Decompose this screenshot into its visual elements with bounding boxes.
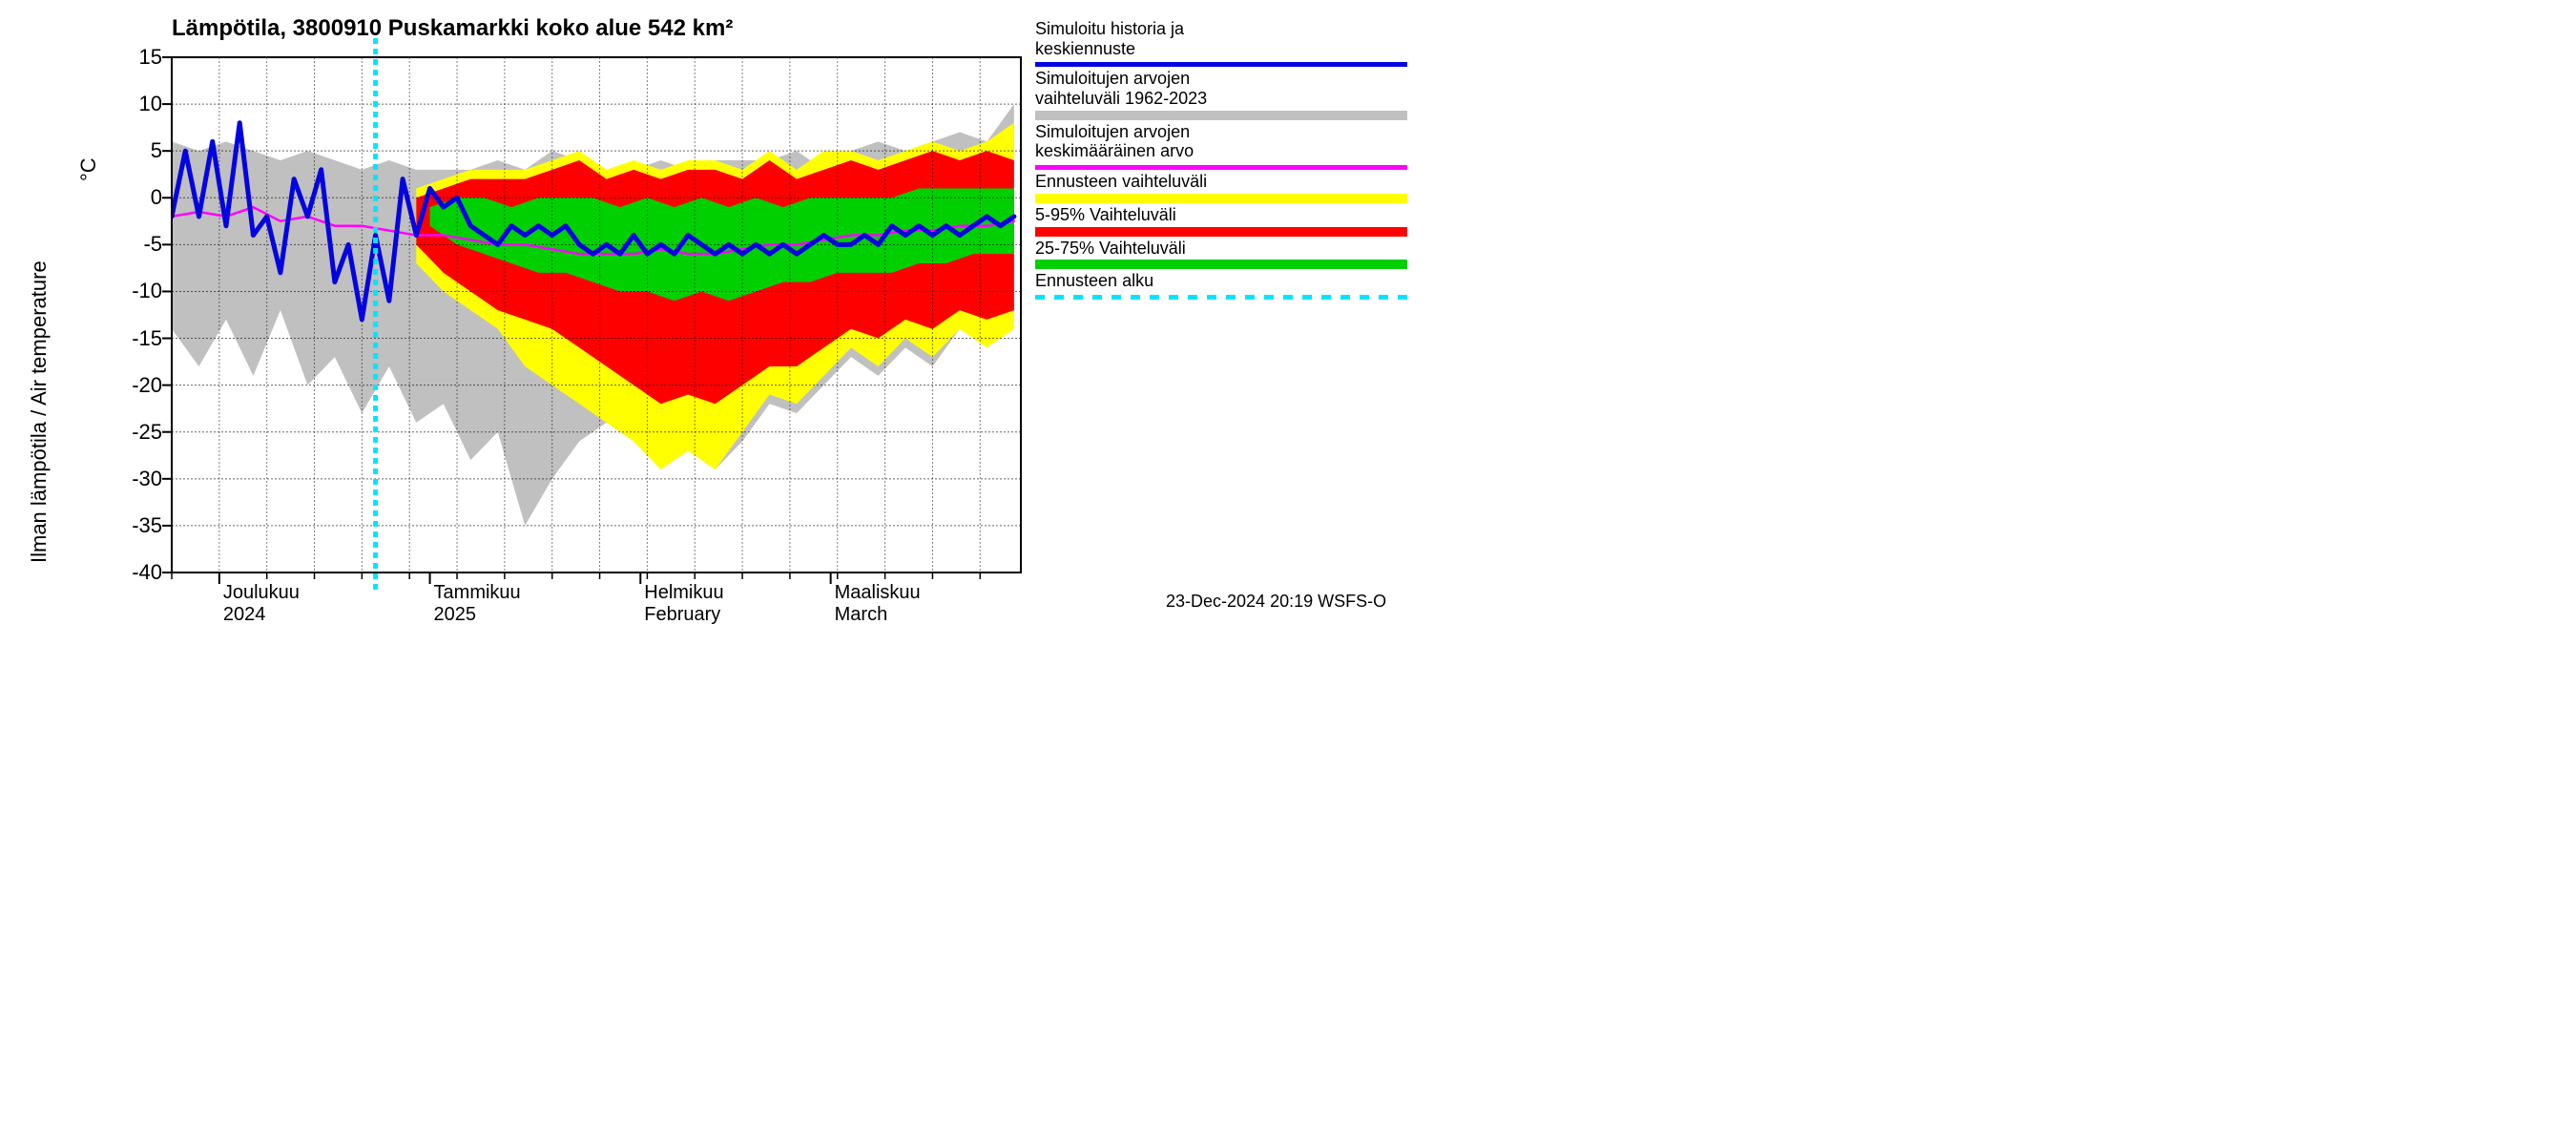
footer-timestamp: 23-Dec-2024 20:19 WSFS-O [1166,592,1386,612]
legend-label: Ennusteen alku [1035,271,1417,291]
legend-label: Simuloitujen arvojenvaihteluväli 1962-20… [1035,69,1417,108]
legend-swatch [1035,111,1407,120]
y-tick-label: -20 [105,373,162,398]
y-tick-label: -25 [105,420,162,445]
x-tick-label: MaaliskuuMarch [835,582,921,626]
legend-entry: 25-75% Vaihteluväli [1035,239,1417,270]
legend-label: Ennusteen vaihteluväli [1035,172,1417,192]
y-tick-label: -15 [105,326,162,351]
y-tick-label: -30 [105,467,162,491]
y-tick-label: 10 [105,92,162,116]
legend-swatch [1035,260,1407,269]
x-tick-label: Tammikuu2025 [434,582,521,626]
legend-swatch [1035,227,1407,237]
y-tick-label: -35 [105,513,162,538]
legend: Simuloitu historia jakeskiennuste Simuloi… [1035,19,1417,302]
legend-label: Simuloitujen arvojenkeskimääräinen arvo [1035,122,1417,161]
legend-swatch [1035,194,1407,203]
legend-label: Simuloitu historia jakeskiennuste [1035,19,1417,58]
legend-entry: Simuloitujen arvojenvaihteluväli 1962-20… [1035,69,1417,119]
legend-entry: Simuloitu historia jakeskiennuste [1035,19,1417,67]
x-tick-label: HelmikuuFebruary [644,582,723,626]
legend-entry: 5-95% Vaihteluväli [1035,205,1417,237]
y-tick-label: 0 [105,185,162,210]
y-tick-label: -5 [105,232,162,257]
legend-label: 25-75% Vaihteluväli [1035,239,1417,259]
y-tick-label: 5 [105,138,162,163]
y-tick-label: 15 [105,45,162,70]
legend-entry: Simuloitujen arvojenkeskimääräinen arvo [1035,122,1417,170]
legend-swatch [1035,62,1407,67]
legend-entry: Ennusteen alku [1035,271,1417,300]
y-tick-label: -10 [105,279,162,303]
legend-entry: Ennusteen vaihteluväli [1035,172,1417,203]
legend-swatch [1035,165,1407,170]
chart-container: Lämpötila, 3800910 Puskamarkki koko alue… [0,0,1431,636]
x-tick-label: Joulukuu2024 [223,582,300,626]
legend-label: 5-95% Vaihteluväli [1035,205,1417,225]
legend-swatch [1035,295,1407,300]
y-tick-label: -40 [105,560,162,585]
